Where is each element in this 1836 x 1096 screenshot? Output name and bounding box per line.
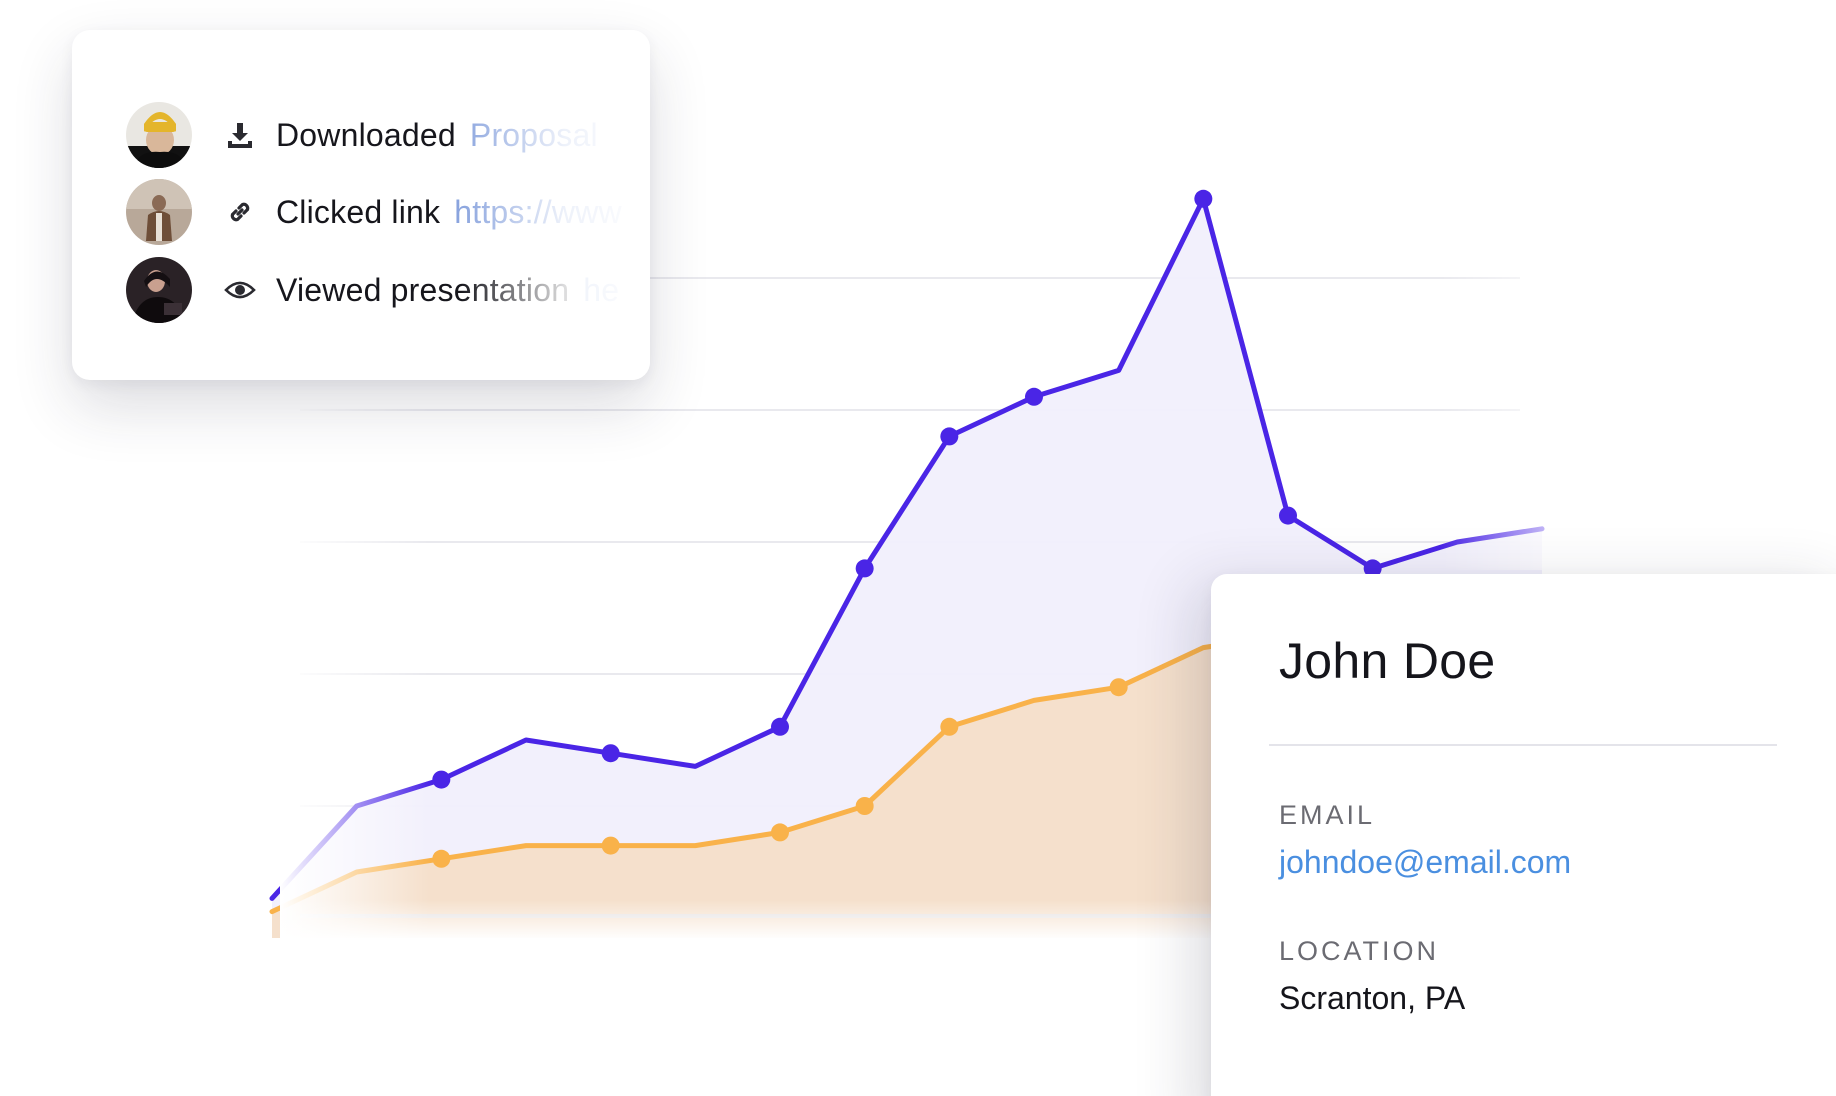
activity-item-viewed-presentation[interactable]: Viewed presentation he — [126, 257, 619, 323]
avatar-dark — [126, 257, 192, 323]
data-point-purple[interactable] — [855, 559, 874, 578]
activity-item-downloaded[interactable]: Downloaded Proposal — [126, 102, 598, 168]
data-point-orange[interactable] — [771, 823, 789, 842]
data-point-purple[interactable] — [432, 770, 451, 789]
data-point-orange[interactable] — [940, 717, 959, 736]
activity-detail-link[interactable]: he — [583, 271, 620, 308]
activity-detail-link[interactable]: https://www — [454, 193, 622, 230]
activity-action-label: Viewed presentation — [276, 271, 570, 308]
activity-feed-card: Downloaded Proposal — [72, 30, 650, 380]
data-point-purple[interactable] — [1025, 387, 1043, 406]
contact-name: John Doe — [1279, 633, 1496, 689]
data-point-purple[interactable] — [771, 717, 789, 736]
activity-action-label: Downloaded — [276, 116, 456, 153]
data-point-orange[interactable] — [855, 797, 874, 815]
contact-card: John Doe EMAIL johndoe@email.com LOCATIO… — [1211, 574, 1836, 1096]
data-point-purple[interactable] — [1194, 189, 1213, 208]
data-point-orange[interactable] — [601, 836, 620, 855]
avatar-brown-coat — [126, 179, 192, 245]
email-label: EMAIL — [1279, 800, 1376, 830]
activity-action-label: Clicked link — [276, 193, 441, 230]
avatar-yellow-beanie — [126, 102, 192, 168]
data-point-orange[interactable] — [1109, 678, 1128, 697]
data-point-purple[interactable] — [1279, 506, 1297, 525]
data-point-purple[interactable] — [601, 744, 620, 763]
contact-divider — [1269, 744, 1777, 746]
data-point-purple[interactable] — [940, 427, 959, 446]
bottom-fade-overlay — [280, 900, 1240, 940]
activity-item-clicked-link[interactable]: Clicked link https://www — [126, 179, 622, 245]
activity-detail-link[interactable]: Proposal — [469, 116, 598, 153]
location-label: LOCATION — [1279, 936, 1440, 966]
link-icon — [224, 196, 256, 228]
series-line-purple — [269, 196, 1545, 901]
right-fade-overlay — [1440, 100, 1600, 570]
email-link[interactable]: johndoe@email.com — [1279, 844, 1572, 880]
data-point-orange[interactable] — [432, 849, 451, 868]
download-icon — [224, 119, 256, 151]
eye-icon — [224, 274, 256, 306]
location-value: Scranton, PA — [1279, 980, 1466, 1016]
data-point-purple[interactable] — [1363, 559, 1382, 578]
